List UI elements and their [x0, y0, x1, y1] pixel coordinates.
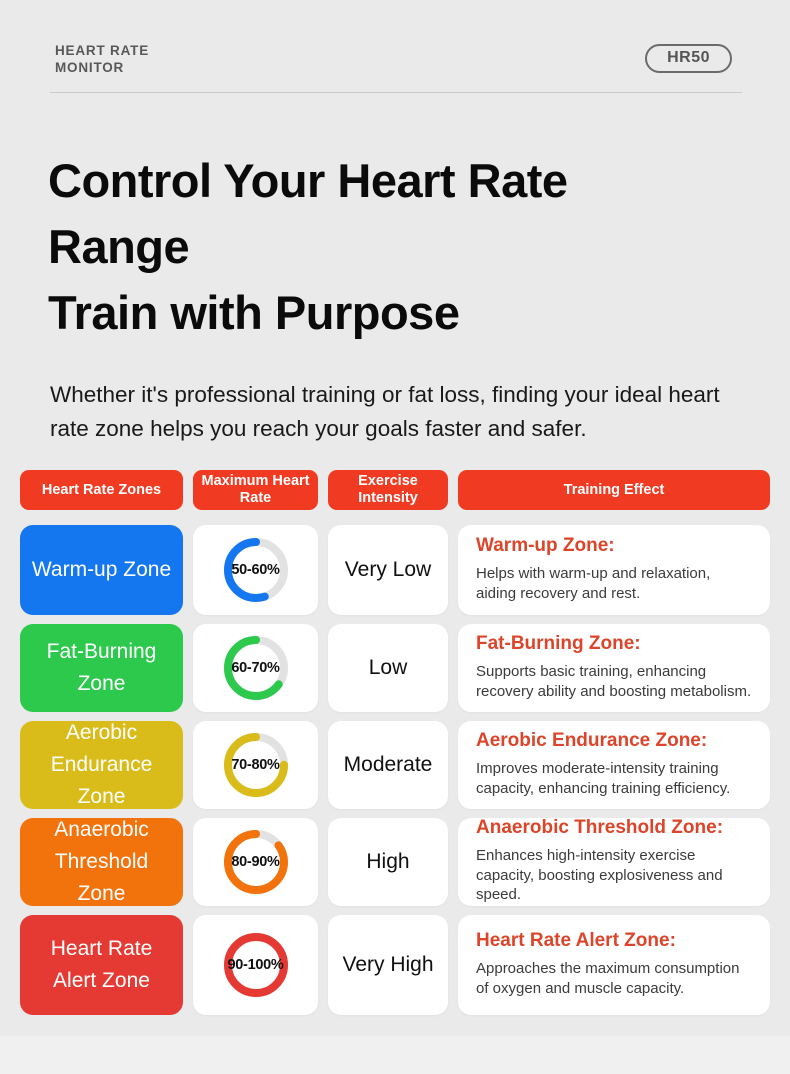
brand-logo: HEART RATE MONITOR [55, 42, 732, 76]
donut-chart-icon [223, 636, 288, 700]
heart-rate-donut: 60-70% [219, 631, 293, 705]
page-subtitle: Whether it's professional training or fa… [50, 382, 720, 441]
effect-title: Anaerobic Threshold Zone: [476, 817, 724, 839]
effect-title: Fat-Burning Zone: [476, 633, 641, 654]
heart-rate-range: 70-80% [231, 757, 280, 773]
heart-rate-range: 60-70% [231, 660, 280, 676]
donut-chart-icon [223, 933, 288, 997]
zone-card: Warm-up Zone [20, 525, 183, 615]
effect-title: Warm-up Zone: [476, 535, 615, 556]
training-effect-card: Fat-Burning Zone: Supports basic trainin… [458, 624, 770, 712]
intensity-label: High [366, 850, 410, 873]
table-body: Warm-up Zone 50-60% Very Low Warm-up Zon… [20, 525, 770, 1015]
effect-title: Heart Rate Alert Zone: [476, 930, 676, 951]
heart-rate-donut: 90-100% [219, 928, 293, 1002]
donut-chart-icon [223, 830, 288, 894]
zone-label: Warm-up Zone [31, 558, 172, 581]
footer-strip [0, 1036, 790, 1074]
page-title: Control Your Heart Rate Range Train with… [48, 148, 750, 346]
donut-chart-icon [223, 733, 288, 797]
intensity-label: Very Low [344, 558, 432, 581]
title-line1: Control Your Heart Rate [48, 154, 568, 207]
heart-rate-donut: 50-60% [219, 533, 293, 607]
effect-title: Aerobic Endurance Zone: [476, 730, 708, 751]
training-effect-card: Aerobic Endurance Zone: Improves moderat… [458, 721, 770, 809]
donut-arc [223, 538, 288, 602]
intensity-card: Very Low [328, 525, 448, 615]
intensity-label: Very High [342, 953, 434, 976]
donut-arc [223, 733, 288, 797]
intensity-card: High [328, 818, 448, 906]
intensity-card: Moderate [328, 721, 448, 809]
zone-card: Aerobic Endurance Zone [20, 721, 183, 809]
intensity-card: Very High [328, 915, 448, 1015]
training-effect-card: Anaerobic Threshold Zone: Enhances high-… [458, 817, 770, 906]
max-heart-rate-card: 50-60% [193, 525, 318, 615]
top-bar: HEART RATE MONITOR HR50 [0, 0, 790, 76]
title-line3: Train with Purpose [48, 286, 460, 339]
heart-rate-range: 90-100% [227, 957, 284, 973]
table-header-row: Heart Rate Zones Maximum Heart Rate Exer… [20, 470, 770, 510]
heart-rate-zones-table: Heart Rate Zones Maximum Heart Rate Exer… [20, 470, 770, 1015]
brand-line2: MONITOR [55, 60, 125, 75]
effect-description: Improves moderate-intensity training cap… [476, 760, 731, 797]
zone-label: Fat-Burning Zone [46, 640, 157, 695]
heart-rate-donut: 70-80% [219, 728, 293, 802]
zone-card: Fat-Burning Zone [20, 624, 183, 712]
hero-section: Control Your Heart Rate Range Train with… [0, 93, 790, 446]
effect-description: Enhances high-intensity exercise capacit… [476, 847, 723, 904]
donut-arc [223, 830, 288, 894]
effect-description: Approaches the maximum consumption of ox… [476, 960, 740, 997]
heart-rate-range: 80-90% [231, 854, 280, 870]
heart-rate-range: 50-60% [231, 562, 280, 578]
max-heart-rate-card: 60-70% [193, 624, 318, 712]
zone-label: Anaerobic Threshold Zone [54, 818, 149, 905]
zone-card: Anaerobic Threshold Zone [20, 818, 183, 906]
brand-line1: HEART RATE [55, 43, 149, 58]
title-line2: Range [48, 220, 190, 273]
zone-label: Heart Rate Alert Zone [50, 937, 153, 992]
effect-description: Supports basic training, enhancing recov… [476, 663, 752, 700]
header-divider [50, 92, 742, 93]
heart-rate-donut: 80-90% [219, 825, 293, 899]
max-heart-rate-card: 80-90% [193, 818, 318, 906]
donut-arc [223, 933, 288, 997]
max-heart-rate-card: 70-80% [193, 721, 318, 809]
intensity-label: Low [368, 656, 408, 679]
training-effect-card: Heart Rate Alert Zone: Approaches the ma… [458, 915, 770, 1015]
effect-description: Helps with warm-up and relaxation, aidin… [476, 565, 711, 602]
model-badge: HR50 [645, 44, 732, 73]
zone-label: Aerobic Endurance Zone [50, 721, 153, 808]
intensity-label: Moderate [343, 753, 433, 776]
column-header-max-hr: Maximum Heart Rate [193, 470, 318, 510]
donut-arc [223, 636, 288, 700]
training-effect-card: Warm-up Zone: Helps with warm-up and rel… [458, 525, 770, 615]
zone-card: Heart Rate Alert Zone [20, 915, 183, 1015]
max-heart-rate-card: 90-100% [193, 915, 318, 1015]
column-header-effect: Training Effect [458, 470, 770, 510]
column-header-intensity: Exercise Intensity [328, 470, 448, 510]
column-header-zones: Heart Rate Zones [20, 470, 183, 510]
intensity-card: Low [328, 624, 448, 712]
donut-chart-icon [223, 538, 288, 602]
